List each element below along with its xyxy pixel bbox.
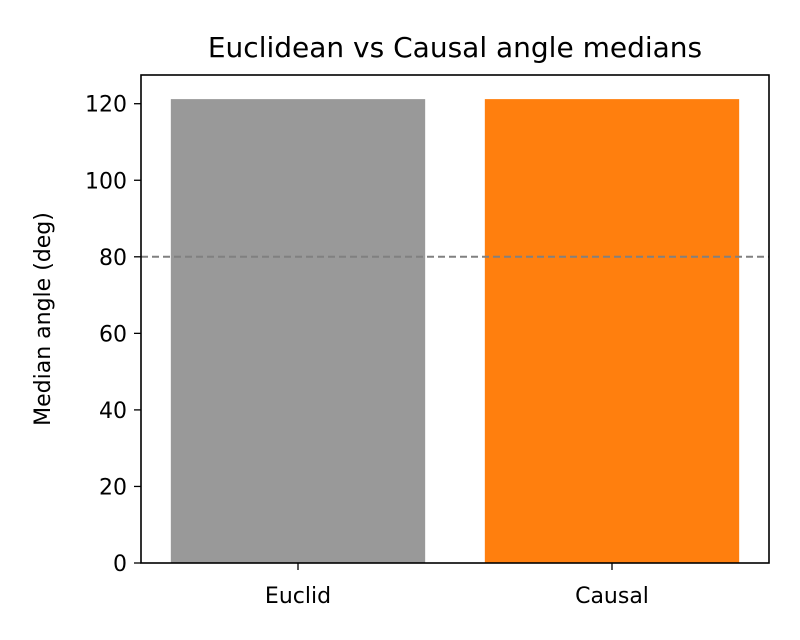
y-tick-label-120: 120 [85, 93, 127, 118]
bars-layer [170, 99, 740, 563]
bar-euclid [170, 99, 426, 563]
y-axis-label: Median angle (deg) [31, 212, 56, 426]
x-tick-label-euclid: Euclid [265, 584, 331, 609]
plot-frame [140, 74, 770, 564]
y-tick-label-40: 40 [99, 399, 127, 424]
y-tick-label-60: 60 [99, 322, 127, 347]
axes-layer [140, 74, 770, 564]
y-tick-label-0: 0 [113, 552, 127, 577]
ticks-layer: Euclid Causal 0 20 40 60 80 100 120 [85, 93, 649, 609]
bar-causal [484, 99, 740, 563]
y-tick-label-20: 20 [99, 475, 127, 500]
y-tick-label-80: 80 [99, 246, 127, 271]
x-tick-label-causal: Causal [575, 584, 649, 609]
y-tick-label-100: 100 [85, 169, 127, 194]
chart-title: Euclidean vs Causal angle medians [208, 31, 702, 64]
